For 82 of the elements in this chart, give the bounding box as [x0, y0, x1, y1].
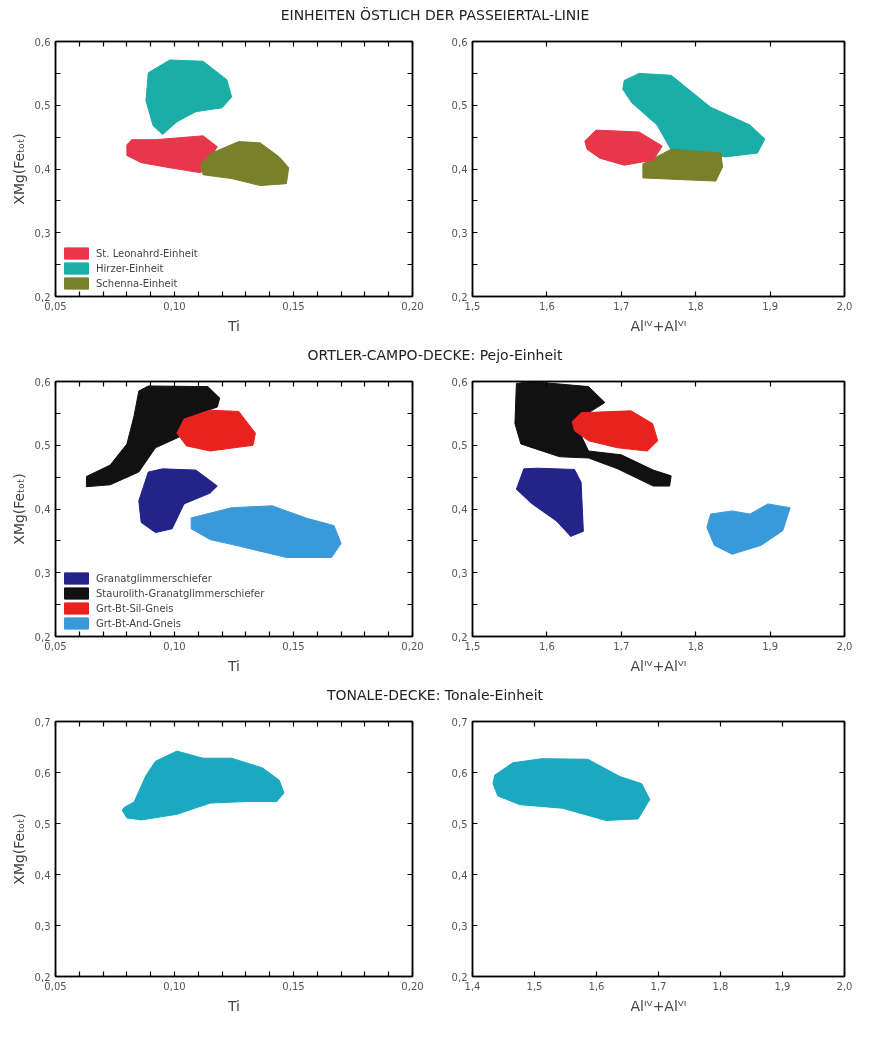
y-axis-title: XMg(Feₜₒₜ) [10, 473, 27, 545]
x-tick-label: 1,9 [762, 300, 779, 312]
x-tick-label: 1,5 [464, 300, 481, 312]
chart-title: TONALE-DECKE: Tonale-Einheit [326, 686, 544, 705]
y-tick-label: 0,2 [34, 631, 51, 643]
x-tick-label: 1,5 [526, 980, 543, 992]
x-tick-label: 1,6 [538, 300, 555, 312]
y-tick-label: 0,4 [34, 869, 51, 881]
legend-label: St. Leonahrd-Einheit [96, 247, 198, 259]
x-axis-title: Alᴵⱽ+Alⱽᴵ [630, 997, 687, 1014]
y-tick-label: 0,5 [34, 818, 51, 830]
y-tick-label: 0,6 [451, 767, 468, 779]
x-tick-label: 0,05 [44, 300, 67, 312]
x-tick-label: 1,4 [464, 980, 481, 992]
y-tick-label: 0,7 [451, 716, 468, 728]
y-tick-label: 0,2 [451, 631, 468, 643]
y-tick-label: 0,5 [34, 100, 51, 112]
legend-label: Grt-Bt-And-Gneis [96, 617, 181, 629]
x-axis-title: Ti [226, 997, 241, 1014]
x-tick-label: 2,0 [836, 640, 853, 652]
x-tick-label: 1,8 [687, 640, 704, 652]
x-tick-label: 1,9 [762, 640, 779, 652]
y-tick-label: 0,3 [34, 567, 51, 579]
y-tick-label: 0,5 [451, 440, 468, 452]
x-tick-label: 2,0 [836, 300, 853, 312]
x-tick-label: 0,20 [401, 300, 424, 312]
x-tick-label: 1,7 [613, 300, 630, 312]
x-tick-label: 2,0 [836, 980, 853, 992]
legend-label: Grt-Bt-Sil-Gneis [96, 602, 174, 614]
x-tick-label: 0,10 [163, 980, 186, 992]
x-tick-label: 1,6 [588, 980, 605, 992]
x-axis-title: Ti [226, 317, 241, 334]
y-tick-label: 0,5 [34, 440, 51, 452]
y-tick-label: 0,6 [34, 36, 51, 48]
x-axis-title: Alᴵⱽ+Alⱽᴵ [630, 317, 687, 334]
legend-label: Schenna-Einheit [96, 277, 178, 289]
x-tick-label: 0,15 [282, 640, 305, 652]
y-tick-label: 0,7 [34, 716, 51, 728]
y-tick-label: 0,2 [34, 971, 51, 983]
legend-label: Hirzer-Einheit [96, 262, 164, 274]
y-tick-label: 0,3 [451, 920, 468, 932]
y-tick-label: 0,6 [451, 376, 468, 388]
x-tick-label: 1,5 [464, 640, 481, 652]
y-tick-label: 0,2 [34, 291, 51, 303]
x-tick-label: 0,15 [282, 300, 305, 312]
y-tick-label: 0,3 [34, 920, 51, 932]
x-tick-label: 1,6 [538, 640, 555, 652]
y-tick-label: 0,6 [34, 376, 51, 388]
y-tick-label: 0,5 [451, 818, 468, 830]
legend-label: Staurolith-Granatglimmerschiefer [96, 587, 265, 599]
y-tick-label: 0,2 [451, 291, 468, 303]
x-tick-label: 1,7 [650, 980, 667, 992]
y-axis-title: XMg(Feₜₒₜ) [10, 813, 27, 885]
x-tick-label: 1,8 [712, 980, 729, 992]
x-tick-label: 0,20 [401, 640, 424, 652]
x-tick-label: 0,10 [163, 640, 186, 652]
x-axis-title: Ti [226, 657, 241, 674]
chart-title: EINHEITEN ÖSTLICH DER PASSEIERTAL-LINIE [280, 6, 590, 25]
x-tick-label: 0,05 [44, 640, 67, 652]
chart-title: ORTLER-CAMPO-DECKE: Pejo-Einheit [307, 346, 563, 365]
x-axis-title: Alᴵⱽ+Alⱽᴵ [630, 657, 687, 674]
y-tick-label: 0,4 [451, 869, 468, 881]
y-tick-label: 0,4 [451, 164, 468, 175]
x-tick-label: 0,10 [163, 300, 186, 312]
x-tick-label: 0,15 [282, 980, 305, 992]
y-tick-label: 0,3 [451, 567, 468, 579]
x-tick-label: 0,20 [401, 980, 424, 992]
x-tick-label: 1,7 [613, 640, 630, 652]
y-tick-label: 0,3 [451, 227, 468, 239]
y-tick-label: 0,2 [451, 971, 468, 983]
y-tick-label: 0,6 [34, 767, 51, 779]
y-tick-label: 0,4 [451, 504, 468, 515]
legend-label: Granatglimmerschiefer [96, 572, 212, 584]
x-tick-label: 0,05 [44, 980, 67, 992]
y-tick-label: 0,4 [34, 504, 51, 515]
y-tick-label: 0,5 [451, 100, 468, 112]
x-tick-label: 1,9 [774, 980, 791, 992]
y-tick-label: 0,4 [34, 164, 51, 175]
y-axis-title: XMg(Feₜₒₜ) [10, 133, 27, 205]
y-tick-label: 0,3 [34, 227, 51, 239]
y-tick-label: 0,6 [451, 36, 468, 48]
x-tick-label: 1,8 [687, 300, 704, 312]
